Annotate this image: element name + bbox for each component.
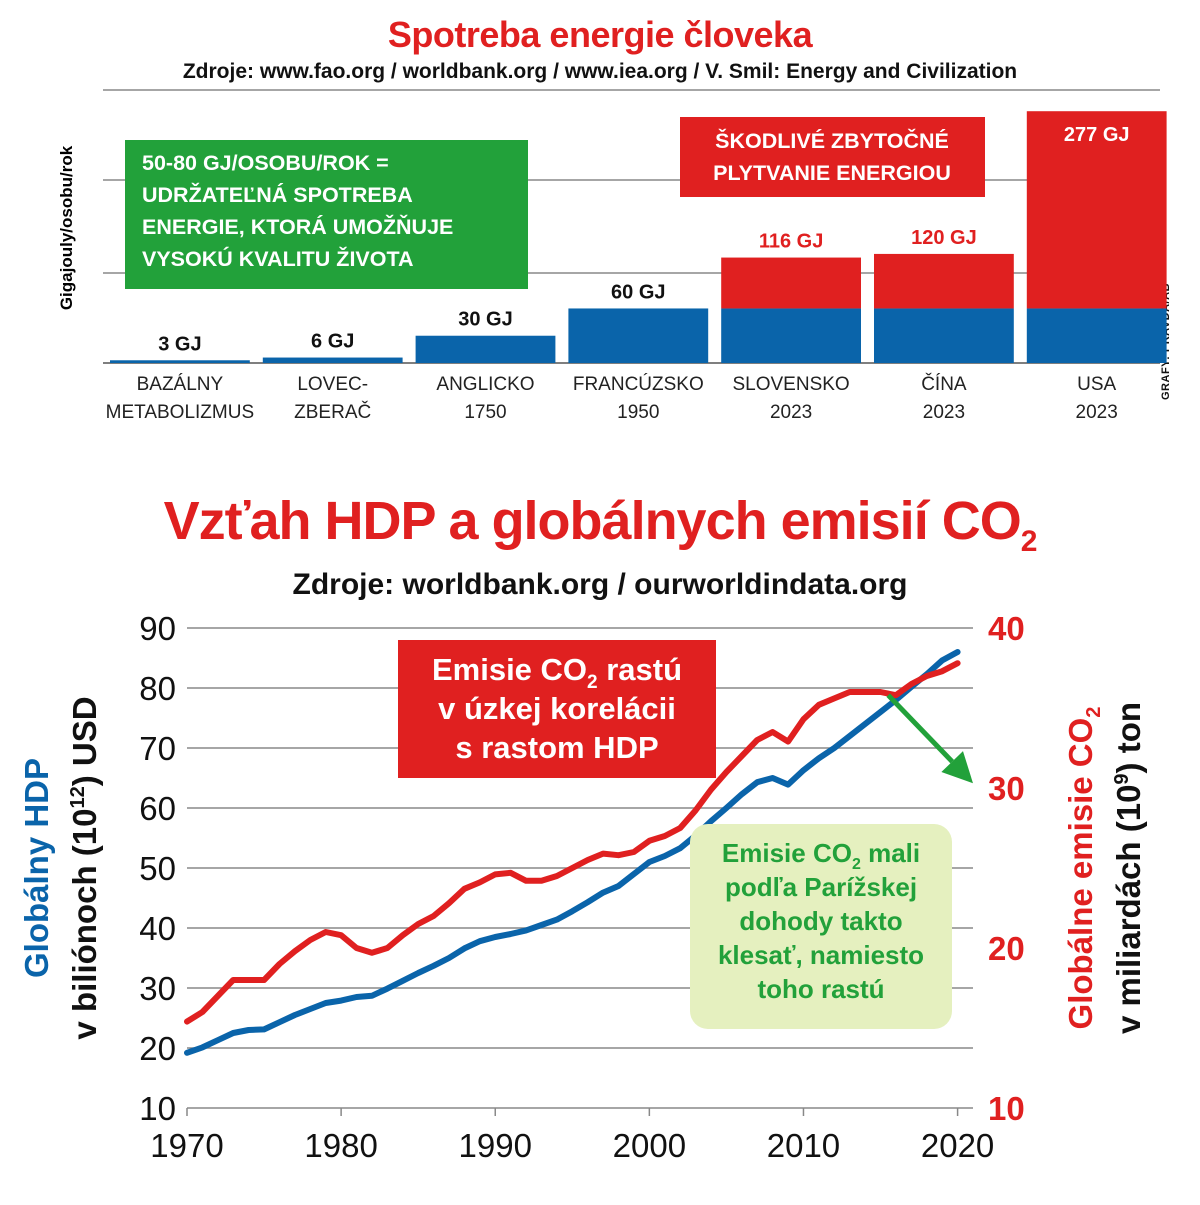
bar-sustainable xyxy=(415,335,556,363)
energy-bar-chart: Gigajouly/osobu/rok 3 GJ BAZÁLNY METABOLIZM… xyxy=(57,89,1167,423)
top-chart-title: Spotreba energie človeka xyxy=(387,14,813,55)
paris-annotation-box xyxy=(690,824,952,1029)
y-left-tick-label: 60 xyxy=(139,790,176,827)
bottom-title-text: Vzťah HDP a globálnych emisií CO xyxy=(163,491,1022,551)
category-label: METABOLIZMUS xyxy=(106,402,255,423)
correlation-annotation-line: Emisie CO2 rastú xyxy=(432,652,682,693)
gdp-co2-line-chart: 10 20 30 40 50 60 70 80 90 10 20 30 40 1970 1980 1990 20… xyxy=(18,610,1147,1164)
category-label: 2023 xyxy=(770,402,812,423)
y-right-tick-label: 10 xyxy=(988,1090,1025,1127)
y-right-tick-label: 30 xyxy=(988,770,1025,807)
bar-value-label: 6 GJ xyxy=(311,331,354,353)
x-tick-label: 1970 xyxy=(150,1127,223,1164)
category-label: BAZÁLNY xyxy=(137,374,224,395)
paris-arrow-shaft xyxy=(886,693,954,764)
y-right-title-text: Globálne emisie CO xyxy=(1062,718,1099,1030)
y-left-subtitle-text: v biliónoch (10 xyxy=(66,809,103,1040)
category-label: ANGLICKO xyxy=(436,374,534,395)
paris-annotation-line: toho rastú xyxy=(757,974,884,1004)
correlation-annotation-text: Emisie CO xyxy=(432,652,587,687)
bar-value-label: 3 GJ xyxy=(158,333,201,355)
paris-arrow-head xyxy=(941,751,973,784)
bar-excess xyxy=(874,253,1014,309)
sustainable-annotation-text: VYSOKÚ KVALITU ŽIVOTA xyxy=(142,246,414,271)
y-right-subtitle: v miliardách (109) ton xyxy=(1110,702,1147,1034)
x-tick-label: 2000 xyxy=(613,1127,686,1164)
sustainable-annotation-text: UDRŽATEĽNÁ SPOTREBA xyxy=(142,182,413,207)
y-right-tick-label: 40 xyxy=(988,610,1025,647)
category-label: USA xyxy=(1077,374,1116,395)
correlation-annotation-sub: 2 xyxy=(587,672,598,693)
y-left-subtitle-sup: 12 xyxy=(67,786,89,808)
y-right-subtitle-text: v miliardách (10 xyxy=(1110,785,1147,1034)
top-chart-source: Zdroje: www.fao.org / worldbank.org / ww… xyxy=(182,60,1018,83)
y-right-subtitle-sup: 9 xyxy=(1111,773,1133,784)
paris-annotation-line: Emisie CO2 mali xyxy=(722,838,920,873)
paris-annotation-text: Emisie CO xyxy=(722,838,852,868)
bar-sustainable xyxy=(262,357,403,363)
y-right-title: Globálne emisie CO2 xyxy=(1062,707,1105,1030)
paris-annotation-line: podľa Parížskej xyxy=(725,872,917,902)
bar-excess xyxy=(1026,111,1167,309)
co2-line xyxy=(184,660,961,1025)
bar-value-label: 60 GJ xyxy=(611,281,665,303)
bar-value-label: 30 GJ xyxy=(458,309,512,331)
bar-sustainable xyxy=(110,360,250,363)
paris-annotation-sub: 2 xyxy=(852,856,861,873)
waste-annotation-box xyxy=(680,117,985,197)
paris-annotation-line: dohody takto xyxy=(739,906,902,936)
y-left-title: Globálny HDP xyxy=(18,758,55,978)
category-label: LOVEC- xyxy=(297,374,368,395)
category-label: ČÍNA xyxy=(921,373,967,395)
y-right-tick-label: 20 xyxy=(988,930,1025,967)
correlation-annotation-line: s rastom HDP xyxy=(455,730,658,765)
sustainable-annotation-text: ENERGIE, KTORÁ UMOŽŇUJE xyxy=(142,214,453,239)
y-axis-title: Gigajouly/osobu/rok xyxy=(57,145,76,310)
x-tick-label: 1980 xyxy=(304,1127,377,1164)
bar-excess xyxy=(721,257,861,309)
bottom-chart-source: Zdroje: worldbank.org / ourworldindata.o… xyxy=(292,568,908,601)
bottom-title-subscript: 2 xyxy=(1020,524,1038,558)
bar-sustainable xyxy=(721,308,861,363)
bar-sustainable xyxy=(874,308,1014,363)
correlation-annotation-text: rastú xyxy=(598,652,682,687)
gdp-line xyxy=(184,649,961,1056)
bar-value-label: 120 GJ xyxy=(911,227,977,249)
sustainable-annotation-text: 50-80 GJ/OSOBU/ROK = xyxy=(142,151,389,175)
waste-annotation-text: ŠKODLIVÉ ZBYTOČNÉ xyxy=(715,128,949,153)
category-label: ZBERAČ xyxy=(294,401,371,423)
x-tick-label: 2010 xyxy=(767,1127,840,1164)
category-label: 2023 xyxy=(1076,402,1118,423)
y-left-tick-label: 10 xyxy=(139,1090,176,1127)
y-left-tick-label: 80 xyxy=(139,670,176,707)
y-left-subtitle: v biliónoch (1012) USD xyxy=(66,696,103,1039)
bar-sustainable xyxy=(568,308,709,363)
y-right-subtitle-end: ) ton xyxy=(1110,702,1147,773)
correlation-annotation-line: v úzkej korelácii xyxy=(438,691,676,726)
bar-sustainable xyxy=(1026,308,1167,363)
y-right-title-sub: 2 xyxy=(1083,707,1105,718)
waste-annotation-text: PLYTVANIE ENERGIOU xyxy=(713,161,951,185)
y-left-tick-label: 50 xyxy=(139,850,176,887)
category-label: FRANCÚZSKO xyxy=(573,373,704,395)
category-label: 2023 xyxy=(923,402,965,423)
paris-annotation-line: klesať, namiesto xyxy=(718,940,924,970)
category-label: 1750 xyxy=(464,402,506,423)
bottom-chart-title: Vzťah HDP a globálnych emisií CO2 xyxy=(0,490,1200,559)
bar-value-label: 116 GJ xyxy=(759,231,824,253)
bar-value-label: 277 GJ xyxy=(1064,124,1130,146)
y-left-tick-label: 70 xyxy=(139,730,176,767)
y-left-tick-label: 40 xyxy=(139,910,176,947)
category-label: SLOVENSKO xyxy=(732,374,849,395)
y-left-subtitle-end: ) USD xyxy=(66,696,103,786)
sustainable-annotation-box xyxy=(125,140,528,289)
paris-annotation-text: mali xyxy=(861,838,920,868)
y-left-tick-label: 90 xyxy=(139,610,176,647)
x-tick-label: 2020 xyxy=(921,1127,994,1164)
y-left-tick-label: 20 xyxy=(139,1030,176,1067)
x-tick-label: 1990 xyxy=(459,1127,532,1164)
y-left-tick-label: 30 xyxy=(139,970,176,1007)
correlation-annotation-box xyxy=(398,640,716,778)
category-label: 1950 xyxy=(617,402,659,423)
